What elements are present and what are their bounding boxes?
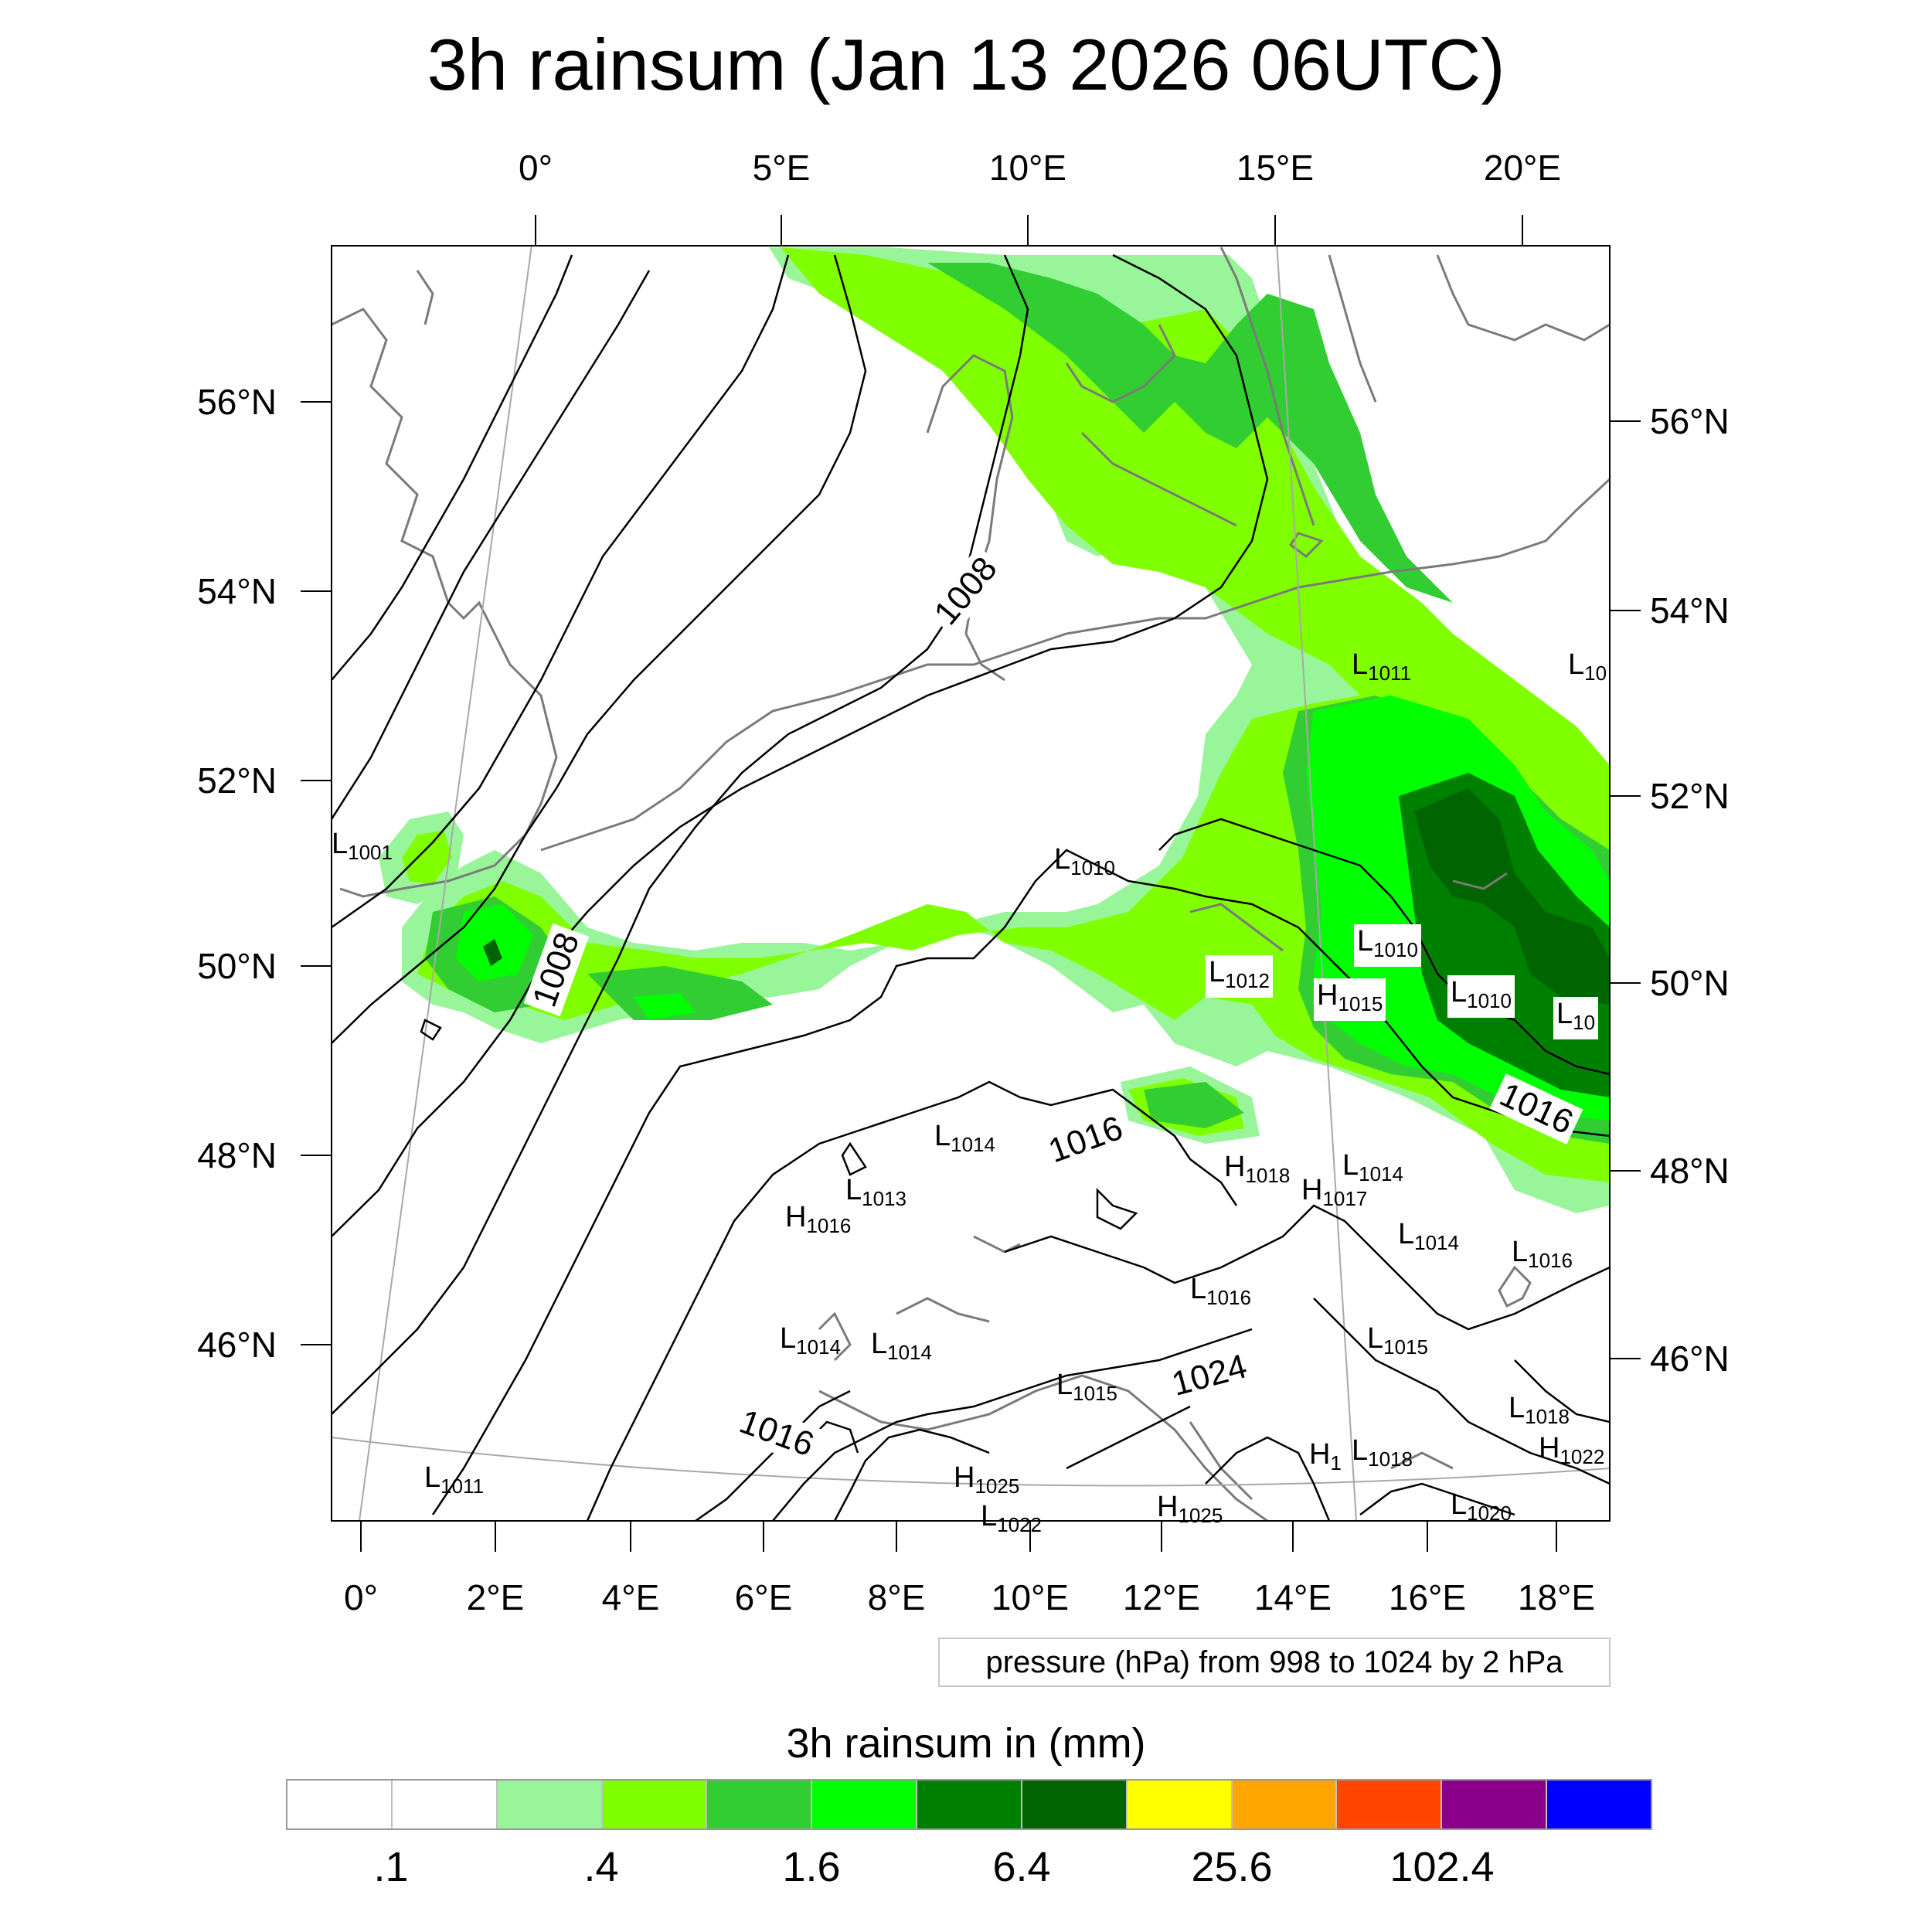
bottom-tick-label: 16°E (1388, 1577, 1467, 1617)
right-tick-label: 46°N (1650, 1338, 1730, 1379)
pressure-center-label: H1025 (1157, 1491, 1223, 1527)
top-tick-label: 15°E (1236, 148, 1315, 188)
colorbar-cell (917, 1781, 1022, 1828)
pressure-center-label: L1011 (424, 1461, 485, 1498)
pressure-center-label: H1016 (785, 1201, 852, 1237)
pressure-center-label: L1018 (1352, 1434, 1413, 1471)
colorbar-cell (1232, 1781, 1338, 1828)
pressure-center-label: H1017 (1301, 1174, 1368, 1210)
pressure-center-label: H1022 (1539, 1432, 1605, 1468)
map-title: 3h rainsum (Jan 13 2026 06UTC) (427, 24, 1505, 105)
right-tick-label: 50°N (1650, 963, 1730, 1003)
colorbar-cell (392, 1781, 498, 1828)
colorbar-cell (1127, 1781, 1233, 1828)
top-tick-label: 5°E (752, 148, 811, 188)
pressure-center-label: L1022 (981, 1500, 1042, 1536)
left-tick-label: 52°N (197, 760, 277, 801)
bottom-tick-label: 12°E (1122, 1577, 1201, 1617)
pressure-center-label: L10 (1568, 648, 1607, 685)
bottom-tick-label: 4°E (601, 1577, 660, 1617)
colorbar (286, 1779, 1652, 1830)
pressure-info-box: pressure (hPa) from 998 to 1024 by 2 hPa (938, 1638, 1611, 1687)
pressure-center-label: L1010 (1354, 924, 1421, 967)
left-tick-label: 48°N (197, 1135, 277, 1175)
bottom-tick-label: 14°E (1253, 1577, 1332, 1617)
top-tick-label: 10°E (988, 148, 1067, 188)
pressure-center-label: L1015 (1367, 1322, 1428, 1359)
colorbar-cell (602, 1781, 708, 1828)
right-tick-label: 48°N (1650, 1151, 1730, 1191)
pressure-center-label: L1014 (1398, 1218, 1459, 1254)
bottom-tick-label: 18°E (1517, 1577, 1596, 1617)
graticule (332, 246, 1610, 1521)
pressure-center-label: L1013 (845, 1174, 906, 1210)
bottom-tick-label: 10°E (991, 1577, 1070, 1617)
pressure-center-label: L1014 (871, 1328, 932, 1364)
left-tick-label: 46°N (197, 1325, 277, 1365)
bottom-tick-label: 8°E (867, 1577, 926, 1617)
coastlines (332, 247, 1610, 1521)
pressure-center-label: H1 (1309, 1438, 1342, 1475)
pressure-center-label: L1011 (1352, 648, 1412, 685)
left-tick-label: 54°N (197, 571, 277, 611)
colorbar-cell (287, 1781, 393, 1828)
tick-marks (301, 215, 1641, 1552)
bottom-tick-label: 0° (344, 1577, 378, 1617)
colorbar-cell (1337, 1781, 1443, 1828)
colorbar-label: 1.6 (782, 1844, 841, 1890)
pressure-center-label: L1001 (332, 828, 393, 864)
pressure-center-label: L1010 (1447, 975, 1515, 1018)
bottom-tick-label: 2°E (466, 1577, 525, 1617)
colorbar-cell (1022, 1781, 1128, 1828)
left-tick-label: 50°N (197, 946, 277, 986)
pressure-center-label: L1014 (780, 1322, 841, 1359)
plot-frame (331, 245, 1611, 1522)
colorbar-title: 3h rainsum in (mm) (786, 1720, 1146, 1767)
right-tick-label: 52°N (1650, 776, 1730, 816)
pressure-center-label: L10 (1553, 997, 1599, 1039)
pressure-center-label: H1015 (1314, 978, 1386, 1021)
colorbar-label: .1 (373, 1844, 409, 1890)
pressure-center-label: L1015 (1056, 1369, 1117, 1405)
pressure-center-label: L1012 (1206, 955, 1273, 998)
colorbar-cell (1442, 1781, 1548, 1828)
pressure-center-label: L1016 (1190, 1273, 1251, 1309)
top-tick-label: 0° (519, 148, 553, 188)
colorbar-cell (707, 1781, 813, 1828)
top-tick-label: 20°E (1483, 148, 1562, 188)
pressure-center-label: L1014 (934, 1120, 995, 1156)
colorbar-label: .4 (583, 1844, 619, 1890)
colorbar-label: 25.6 (1191, 1844, 1273, 1890)
colorbar-label: 6.4 (992, 1844, 1051, 1890)
pressure-center-label: L1020 (1451, 1488, 1512, 1525)
left-tick-label: 56°N (197, 382, 277, 422)
pressure-center-label: L1018 (1509, 1392, 1570, 1428)
pressure-center-label: L1016 (1512, 1236, 1573, 1272)
colorbar-cell (812, 1781, 918, 1828)
bottom-tick-label: 6°E (734, 1577, 793, 1617)
right-tick-label: 56°N (1650, 401, 1730, 441)
pressure-center-label: L1014 (1342, 1149, 1403, 1185)
pressure-center-label: H1018 (1224, 1151, 1291, 1187)
colorbar-cell (1547, 1781, 1651, 1828)
pressure-center-label: H1025 (954, 1461, 1020, 1498)
colorbar-label: 102.4 (1389, 1844, 1495, 1890)
pressure-center-label: L1010 (1054, 843, 1115, 879)
right-tick-label: 54°N (1650, 590, 1730, 631)
colorbar-cell (497, 1781, 603, 1828)
rain-shading (379, 247, 1610, 1213)
